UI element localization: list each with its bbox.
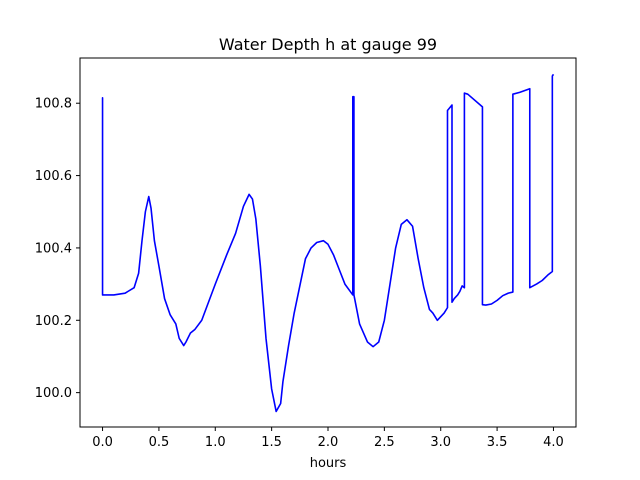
- x-tick-label: 2.0: [318, 435, 339, 450]
- y-tick-label: 100.2: [35, 314, 72, 329]
- y-tick-label: 100.8: [35, 97, 72, 112]
- y-axis: 100.0 100.2 100.4 100.6 100.8: [35, 97, 80, 401]
- x-tick-label: 4.0: [543, 435, 564, 450]
- series-layer: [101, 73, 555, 413]
- x-tick-label: 1.0: [205, 435, 226, 450]
- y-tick-label: 100.0: [35, 386, 72, 401]
- x-tick-label: 3.0: [430, 435, 451, 450]
- y-tick-label: 100.4: [35, 241, 72, 256]
- x-tick-label: 3.5: [487, 435, 508, 450]
- x-tick-label: 1.5: [261, 435, 282, 450]
- x-axis: 0.0 0.5 1.0 1.5 2.0 2.5 3.0 3.5 4.0: [92, 427, 564, 450]
- series-line-0: [101, 73, 555, 413]
- x-axis-label: hours: [310, 456, 347, 471]
- x-tick-label: 0.5: [149, 435, 170, 450]
- x-tick-label: 0.0: [92, 435, 113, 450]
- chart-title: Water Depth h at gauge 99: [219, 35, 437, 54]
- x-tick-label: 2.5: [374, 435, 395, 450]
- y-tick-label: 100.6: [35, 169, 72, 184]
